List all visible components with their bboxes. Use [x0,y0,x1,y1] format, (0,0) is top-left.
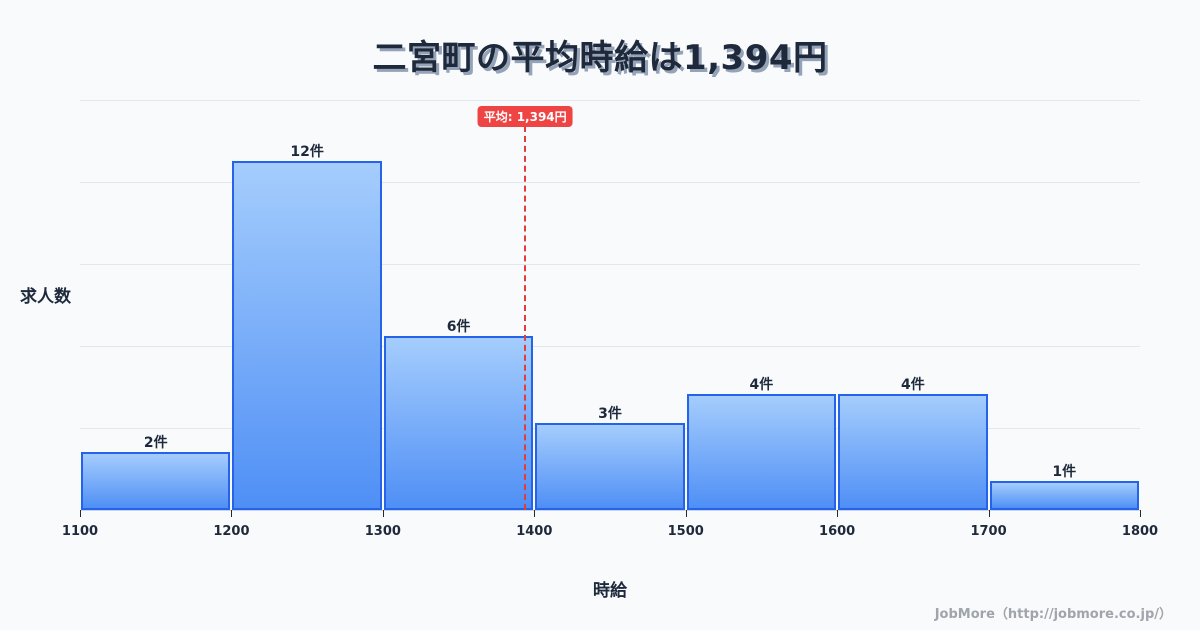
bar-value-label: 12件 [290,144,324,161]
x-tick [534,510,536,517]
average-badge: 平均: 1,394円 [477,106,573,127]
bar-value-label: 1件 [1052,463,1077,480]
average-line [524,126,527,510]
gridline [80,182,1140,183]
gridline [80,346,1140,347]
x-tick-label: 1500 [667,524,704,539]
bar-value-label: 2件 [143,434,168,451]
histogram-bar [232,161,382,510]
footer-credit: JobMore（http://jobmore.co.jp/） [934,607,1172,622]
histogram-bar [838,393,988,510]
bar-value-label: 3件 [598,405,622,422]
x-tick-label: 1400 [516,524,553,539]
histogram-bar [383,335,534,510]
histogram-bar [686,393,837,510]
x-tick-label: 1300 [364,524,401,539]
x-tick [382,510,384,517]
histogram-bar [535,422,685,510]
x-tick [80,510,81,517]
x-tick-label: 1600 [819,524,856,539]
x-tick [837,510,839,517]
gridline [80,264,1140,265]
x-tick [231,510,233,517]
bar-value-label: 6件 [446,318,471,335]
y-axis-label: 求人数 [20,287,71,307]
bar-value-label: 4件 [749,376,774,393]
x-tick [1140,510,1141,517]
histogram-bar [989,480,1139,510]
x-tick [685,510,687,517]
x-tick-label: 1100 [61,524,99,539]
x-tick-label: 1800 [1121,524,1159,539]
gridline [80,100,1140,101]
x-tick-label: 1200 [213,524,250,539]
x-axis-line [80,510,1140,511]
x-axis-label: 時給 [593,581,627,601]
histogram-bar [81,451,231,510]
x-tick [988,510,990,517]
x-tick-label: 1700 [970,524,1007,539]
bar-value-label: 4件 [900,376,925,393]
plot-area: 2件 12件 6件 3件 4件 4件 1件 [80,100,1140,510]
chart-title: 二宮町の平均時給は1,394円 [372,38,828,78]
